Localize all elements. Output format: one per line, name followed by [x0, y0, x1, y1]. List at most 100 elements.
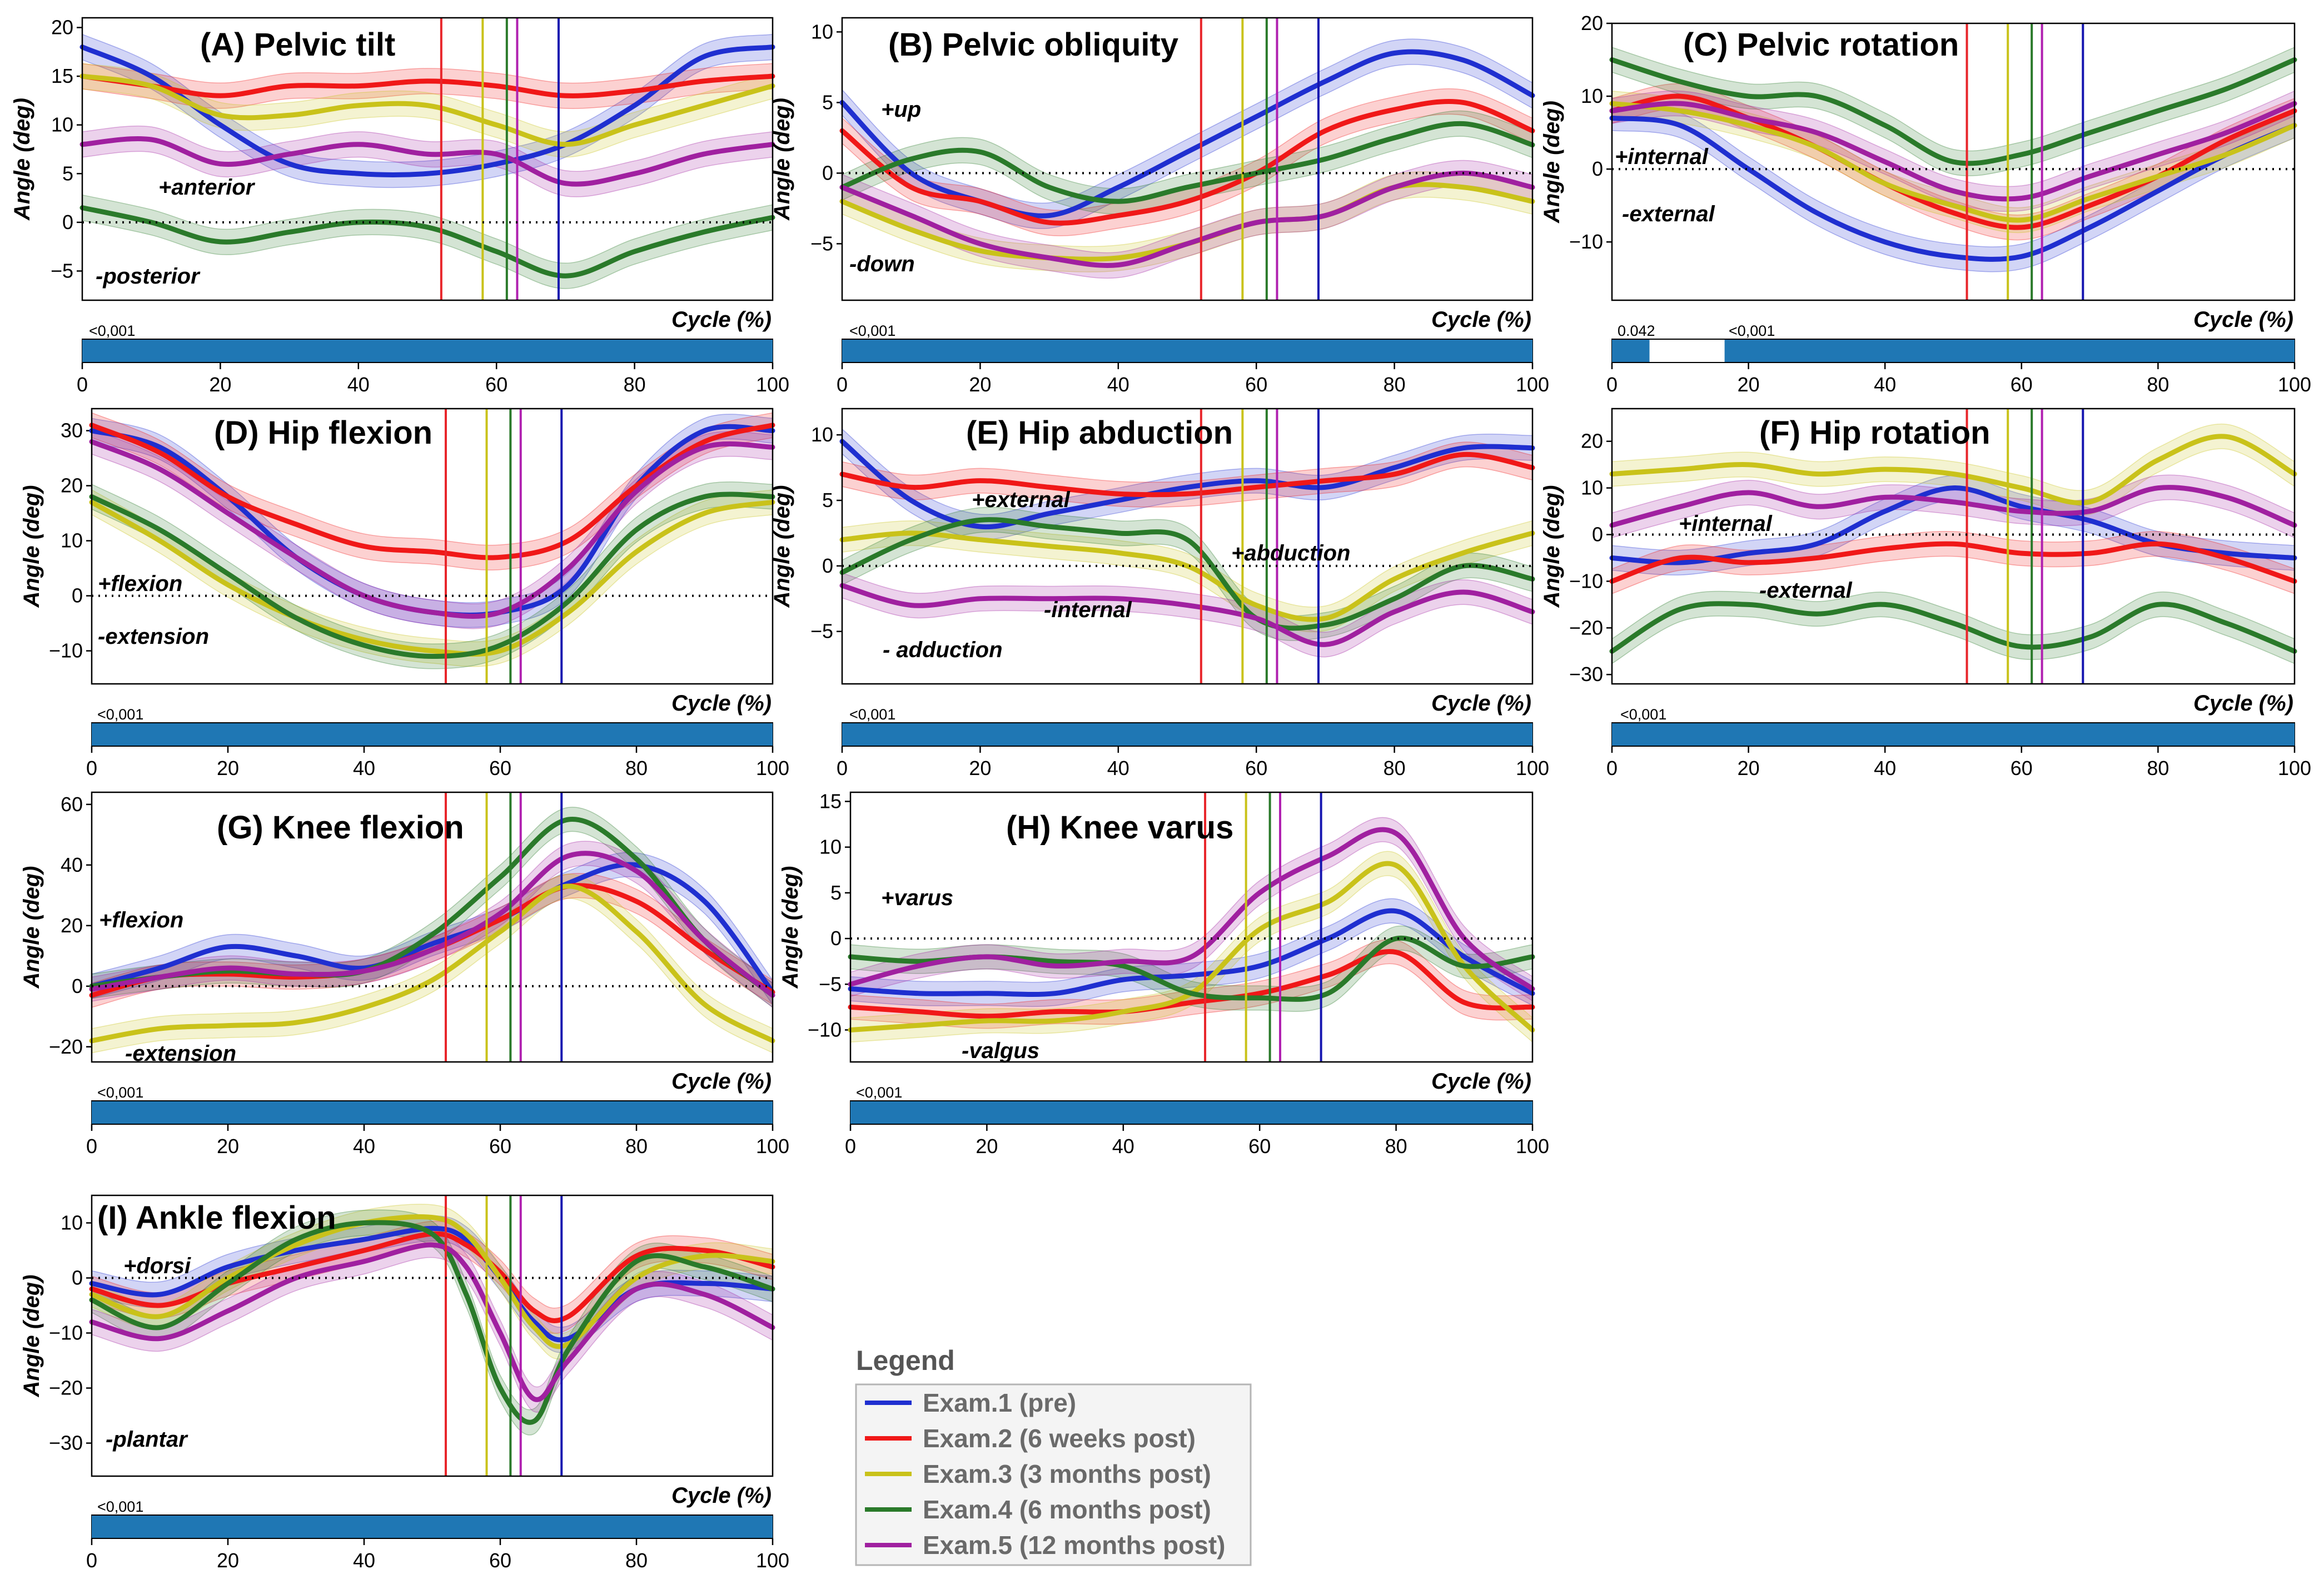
p-value-label-2: <0,001 [1729, 322, 1775, 339]
series-lines [1609, 57, 2297, 262]
x-tick-label: 20 [1738, 757, 1760, 779]
legend-label: Exam.1 (pre) [923, 1388, 1076, 1417]
y-axis: −10 0 10 20 [1569, 12, 1612, 253]
y-tick-label: −5 [819, 972, 842, 995]
legend: Legend Exam.1 (pre) Exam.2 (6 weeks post… [855, 1345, 1252, 1566]
y-tick-label: 0 [1592, 157, 1603, 180]
y-axis-label: Angle (deg) [1540, 485, 1564, 608]
spm-bar [91, 1515, 773, 1539]
x-axis-label: Cycle (%) [2193, 691, 2293, 716]
note-adduction: - adduction [883, 638, 1003, 662]
y-tick-label: 5 [830, 881, 842, 904]
legend-label: Exam.2 (6 weeks post) [923, 1424, 1196, 1453]
note-internal: -internal [1044, 598, 1132, 622]
y-tick-label: 5 [822, 91, 833, 113]
x-tick-label: 60 [485, 373, 507, 396]
y-tick-label: −10 [808, 1018, 842, 1041]
series-lines [89, 817, 775, 1044]
spm-bar [1611, 722, 2295, 747]
note-positive: +varus [881, 886, 953, 910]
y-axis: −30 −20 −10 0 10 [49, 1211, 92, 1454]
panel-ankle-flexion: −30 −20 −10 0 10 (I) Ankle flexion Angle (de… [19, 1194, 789, 1572]
x-tick-label: 0 [1606, 757, 1618, 779]
series-line [1609, 93, 2297, 230]
x-tick-label: 0 [86, 1135, 97, 1158]
y-axis: −20 0 20 40 60 [49, 793, 92, 1058]
x-tick-label: 40 [1107, 373, 1129, 396]
y-tick-label: −20 [1569, 616, 1603, 639]
note-positive: +flexion [99, 908, 183, 932]
series-line [848, 861, 1535, 1032]
y-tick-label: 0 [72, 975, 83, 997]
y-axis: −10 0 10 20 30 [49, 419, 92, 662]
y-tick-label: −30 [49, 1432, 83, 1454]
series-line [839, 121, 1535, 204]
x-tick-label: 0 [77, 373, 88, 396]
spm-bar [842, 339, 1533, 363]
note-positive: +flexion [98, 572, 182, 596]
x-tick-label: 80 [1384, 373, 1406, 396]
x-tick-label: 40 [1107, 757, 1129, 779]
series-line [839, 530, 1535, 622]
event-lines [445, 1195, 563, 1476]
x-tick-label: 40 [347, 373, 370, 396]
x-axis: 0 20 40 60 80 100 [837, 363, 1549, 396]
x-tick-label: 100 [1516, 1135, 1549, 1158]
x-tick-label: 100 [756, 1549, 789, 1572]
y-axis-label: Angle (deg) [19, 866, 44, 989]
x-axis-label: Cycle (%) [671, 691, 772, 716]
chart-title: (C) Pelvic rotation [1683, 27, 1959, 63]
spm-bar [1611, 339, 2295, 363]
series-line [839, 49, 1535, 219]
series-line [1609, 541, 2297, 584]
x-tick-label: 80 [625, 757, 648, 779]
y-tick-label: 60 [61, 793, 83, 816]
p-value-label: <0,001 [849, 322, 895, 339]
spm-significant-region [1724, 340, 2295, 362]
x-tick-label: 80 [2147, 373, 2169, 396]
series-line [848, 908, 1535, 997]
x-tick-label: 100 [2278, 757, 2311, 779]
y-tick-label: 10 [819, 836, 842, 858]
x-axis: 0 20 40 60 80 100 [77, 363, 789, 396]
note-abduction: +abduction [1231, 541, 1350, 565]
y-tick-label: 10 [61, 529, 83, 552]
chart-title: (G) Knee flexion [217, 810, 464, 846]
series-lines [89, 423, 775, 659]
series-line [848, 949, 1535, 1019]
x-axis-label: Cycle (%) [2193, 307, 2293, 332]
y-tick-label: −10 [49, 639, 83, 662]
p-value-label: <0,001 [97, 706, 143, 723]
x-axis-label: Cycle (%) [1431, 307, 1531, 332]
y-tick-label: 5 [822, 489, 833, 512]
x-tick-label: 100 [1516, 757, 1549, 779]
x-axis: 0 20 40 60 80 100 [86, 1124, 789, 1158]
p-value-label: <0,001 [97, 1084, 143, 1101]
series-line [1609, 601, 2297, 654]
series-line [839, 517, 1535, 631]
event-lines [1965, 23, 2084, 300]
x-tick-label: 40 [1112, 1135, 1134, 1158]
y-tick-label: 15 [819, 790, 842, 812]
x-tick-label: 80 [2147, 757, 2169, 779]
y-tick-label: 30 [61, 419, 83, 442]
spm-significant-region [842, 723, 1532, 746]
p-value-label: <0,001 [856, 1084, 902, 1101]
panel-pelvic-tilt: −5 0 5 10 15 20 (A) Pelvic tilt Angle (deg) C… [10, 16, 789, 396]
chart-title: (A) Pelvic tilt [200, 27, 395, 63]
spm-bar [91, 722, 773, 747]
y-tick-label: 0 [822, 161, 833, 184]
p-value-label: <0,001 [89, 322, 135, 339]
panel-pelvic-rotation: −10 0 10 20 (C) Pelvic rotation Angle (deg)… [1540, 12, 2311, 396]
x-axis-label: Cycle (%) [671, 307, 772, 332]
spm-significant-region [1612, 340, 1650, 362]
x-tick-label: 0 [837, 757, 848, 779]
legend-item-exam2: Exam.2 (6 weeks post) [865, 1424, 1196, 1453]
x-tick-label: 20 [969, 757, 991, 779]
y-tick-label: 20 [61, 474, 83, 497]
y-tick-label: 20 [1581, 430, 1603, 453]
y-tick-label: −10 [1569, 569, 1603, 592]
y-axis-label: Angle (deg) [10, 98, 34, 221]
y-tick-label: 10 [1581, 476, 1603, 499]
